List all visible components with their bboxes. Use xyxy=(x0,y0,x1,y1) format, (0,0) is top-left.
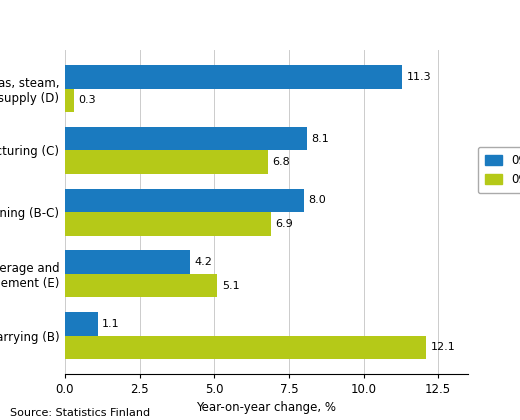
Text: 0.3: 0.3 xyxy=(79,95,96,105)
Bar xyxy=(65,65,402,89)
Text: 8.1: 8.1 xyxy=(311,134,329,144)
Text: 8.0: 8.0 xyxy=(308,195,326,205)
Bar xyxy=(65,250,190,274)
Bar xyxy=(65,212,271,236)
Bar xyxy=(65,89,74,112)
Text: 4.2: 4.2 xyxy=(195,257,213,267)
Text: 6.8: 6.8 xyxy=(272,157,290,167)
Text: 12.1: 12.1 xyxy=(431,342,456,352)
Text: Source: Statistics Finland: Source: Statistics Finland xyxy=(10,408,150,418)
Bar xyxy=(65,127,307,150)
Legend: 09/2018-11/2018, 09/2017-11/2017: 09/2018-11/2018, 09/2017-11/2017 xyxy=(478,147,520,193)
Text: 11.3: 11.3 xyxy=(407,72,432,82)
Bar xyxy=(65,312,98,336)
Bar xyxy=(65,274,217,297)
Text: 1.1: 1.1 xyxy=(102,319,120,329)
X-axis label: Year-on-year change, %: Year-on-year change, % xyxy=(197,402,336,415)
Bar xyxy=(65,189,304,212)
Text: 6.9: 6.9 xyxy=(276,219,293,229)
Bar xyxy=(65,150,268,174)
Text: 5.1: 5.1 xyxy=(222,281,239,291)
Bar xyxy=(65,336,426,359)
